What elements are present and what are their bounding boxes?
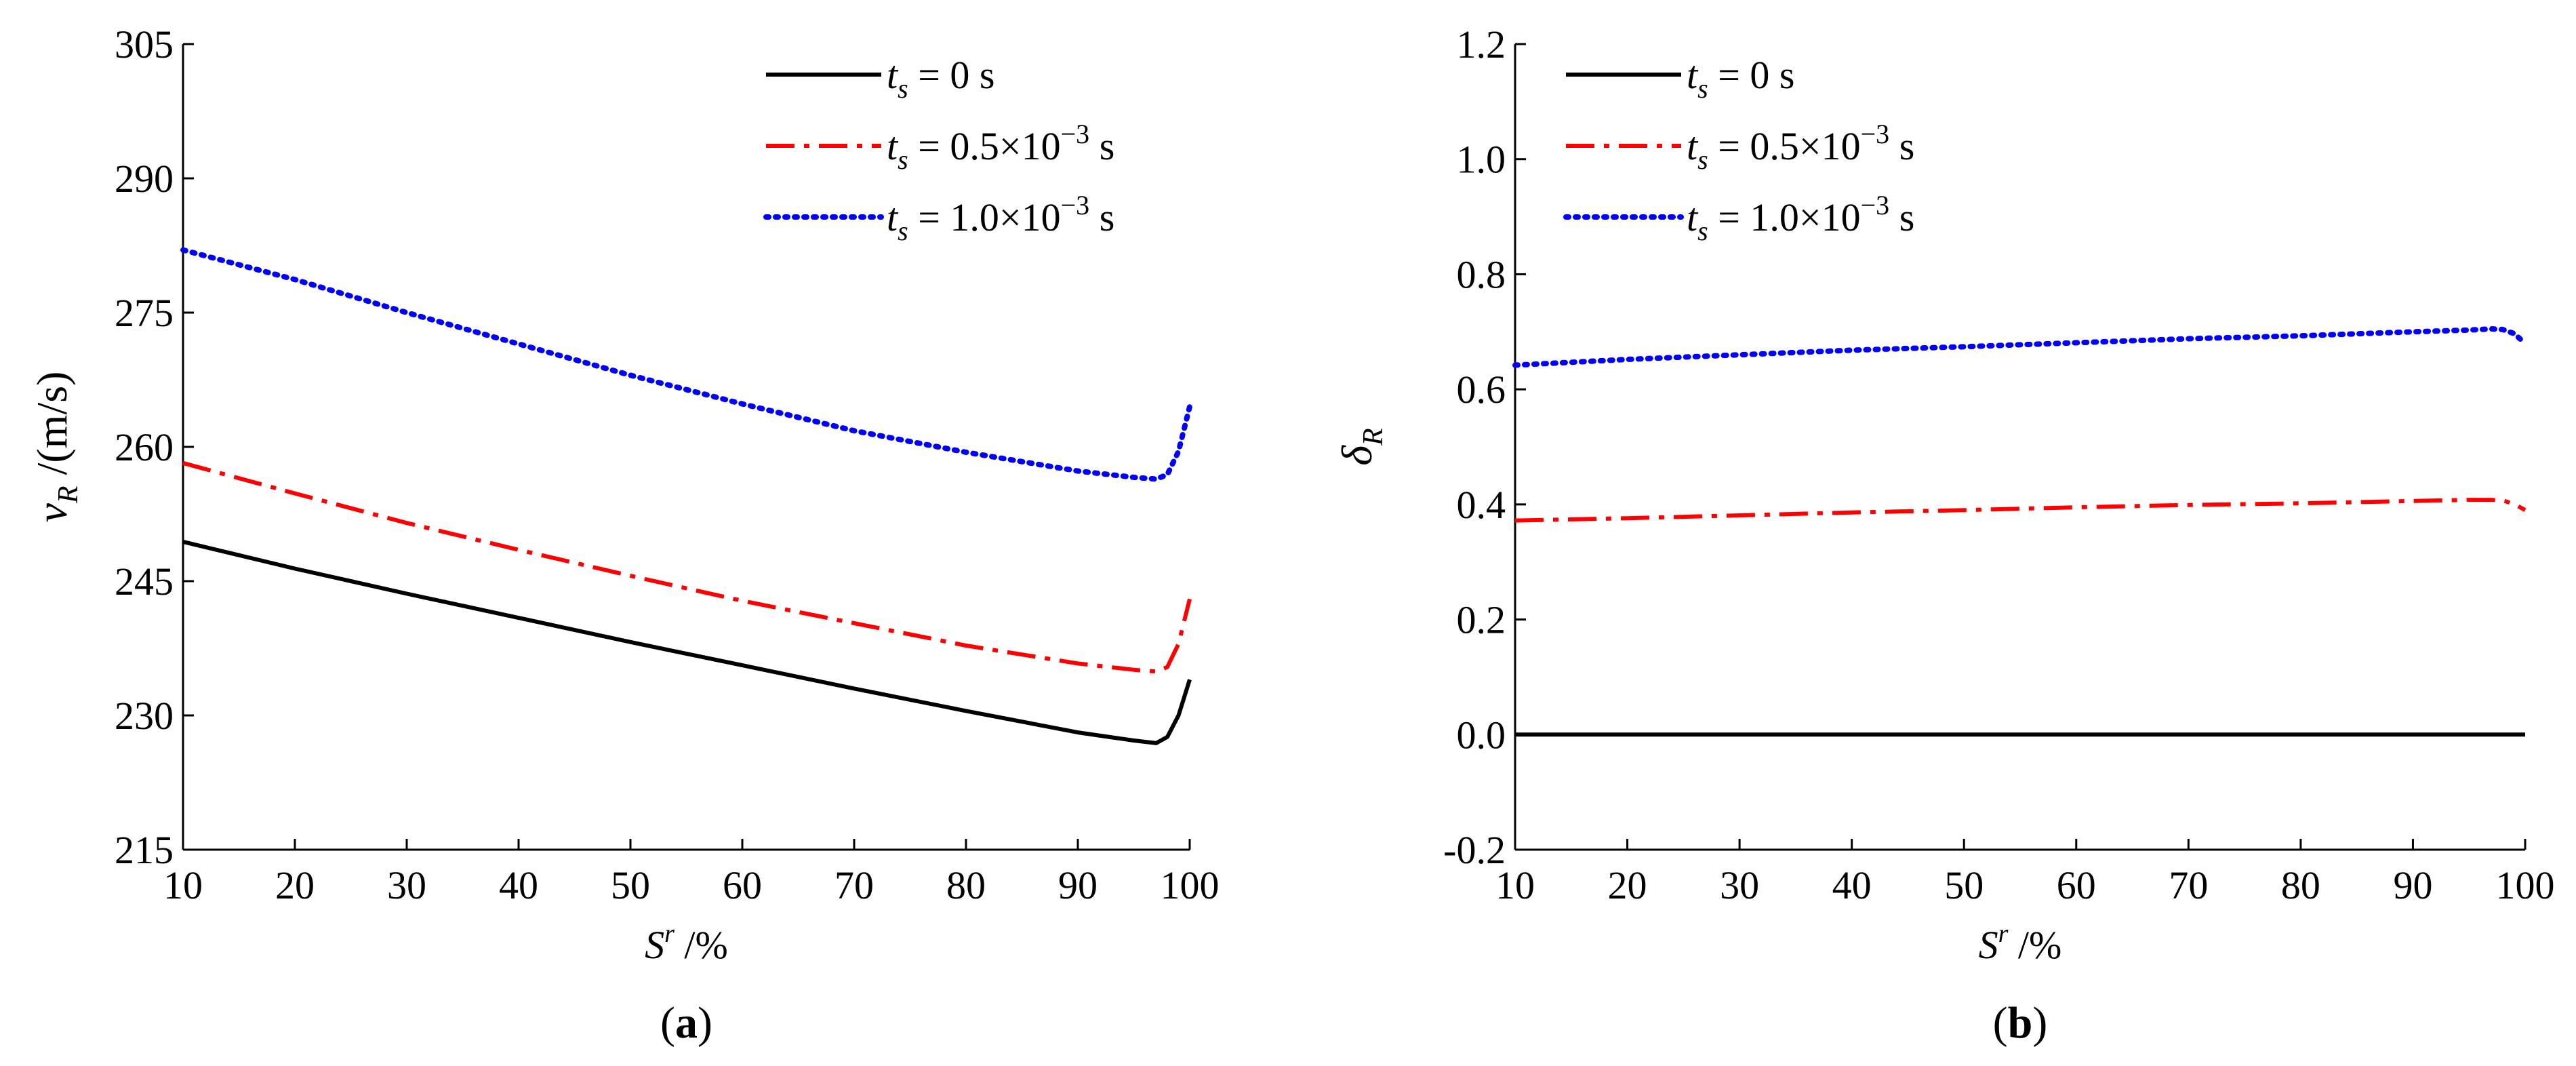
x-tick-label: 20	[1608, 863, 1647, 907]
y-tick-label: 0.6	[1457, 368, 1506, 412]
x-axis-label: Sr /%	[1979, 920, 2062, 967]
y-axis-label: δR	[1333, 428, 1389, 465]
panel-a: 215 230 245 260 275 290 305 10 20 30 40 50 60 70 80 90 1…	[28, 22, 1220, 1048]
y-tick-label: 305	[115, 22, 174, 66]
y-tick-label: 245	[115, 559, 174, 604]
x-tick-label: 60	[723, 863, 762, 907]
x-tick-label: 100	[2496, 863, 2555, 907]
x-tick-label: 70	[834, 863, 874, 907]
x-tick-label: 70	[2169, 863, 2208, 907]
x-tick-label: 10	[163, 863, 203, 907]
legend-entry-1: ts = 0 s	[887, 53, 994, 104]
x-tick-label: 90	[1058, 863, 1098, 907]
legend-entry-1: ts = 0 s	[1687, 53, 1794, 104]
x-tick-label: 40	[1832, 863, 1872, 907]
x-tick-label: 30	[1720, 863, 1759, 907]
x-tick-label: 80	[2281, 863, 2320, 907]
y-tick-label: 260	[115, 425, 174, 469]
y-tick-label: -0.2	[1443, 828, 1506, 872]
legend-entry-2: ts = 0.5×10−3 s	[887, 119, 1114, 175]
legend-entry-3: ts = 1.0×10−3 s	[1687, 190, 1914, 246]
panel-b: -0.2 0.0 0.2 0.4 0.6 0.8 1.0 1.2 10 20 30 40 50 60 70 8…	[1333, 22, 2555, 1048]
series-line-3	[180, 247, 1192, 482]
y-tick-label: 275	[115, 291, 174, 335]
y-tick-label: 0.2	[1457, 598, 1506, 642]
x-tick-label: 50	[611, 863, 650, 907]
series-line-3	[1512, 326, 2528, 368]
legend-entry-3: ts = 1.0×10−3 s	[887, 190, 1114, 246]
x-tick-label: 90	[2393, 863, 2432, 907]
series-line-2	[182, 460, 1192, 674]
x-tick-label: 10	[1495, 863, 1535, 907]
panel-caption: (b)	[1993, 998, 2048, 1048]
x-tick-label: 60	[2057, 863, 2096, 907]
y-tick-label: 0.8	[1457, 252, 1506, 296]
panel-caption: (a)	[660, 998, 712, 1048]
y-axis-label: vR /(m/s)	[28, 372, 84, 523]
legend-entry-2: ts = 0.5×10−3 s	[1687, 119, 1914, 175]
y-tick-label: 0.4	[1457, 483, 1506, 527]
x-axis-label: Sr /%	[645, 920, 728, 967]
x-tick-label: 30	[387, 863, 426, 907]
x-tick-label: 80	[946, 863, 986, 907]
x-tick-label: 40	[499, 863, 538, 907]
x-tick-label: 100	[1161, 863, 1220, 907]
series-line-1	[182, 539, 1192, 745]
series-line-2	[1514, 498, 2527, 523]
y-tick-label: 1.2	[1457, 22, 1506, 66]
y-tick-label: 230	[115, 694, 174, 738]
y-tick-label: 0.0	[1457, 713, 1506, 757]
x-tick-label: 50	[1944, 863, 1984, 907]
y-tick-label: 215	[115, 828, 174, 872]
y-tick-label: 1.0	[1457, 138, 1506, 182]
y-tick-label: 290	[115, 157, 174, 201]
x-tick-label: 20	[275, 863, 315, 907]
